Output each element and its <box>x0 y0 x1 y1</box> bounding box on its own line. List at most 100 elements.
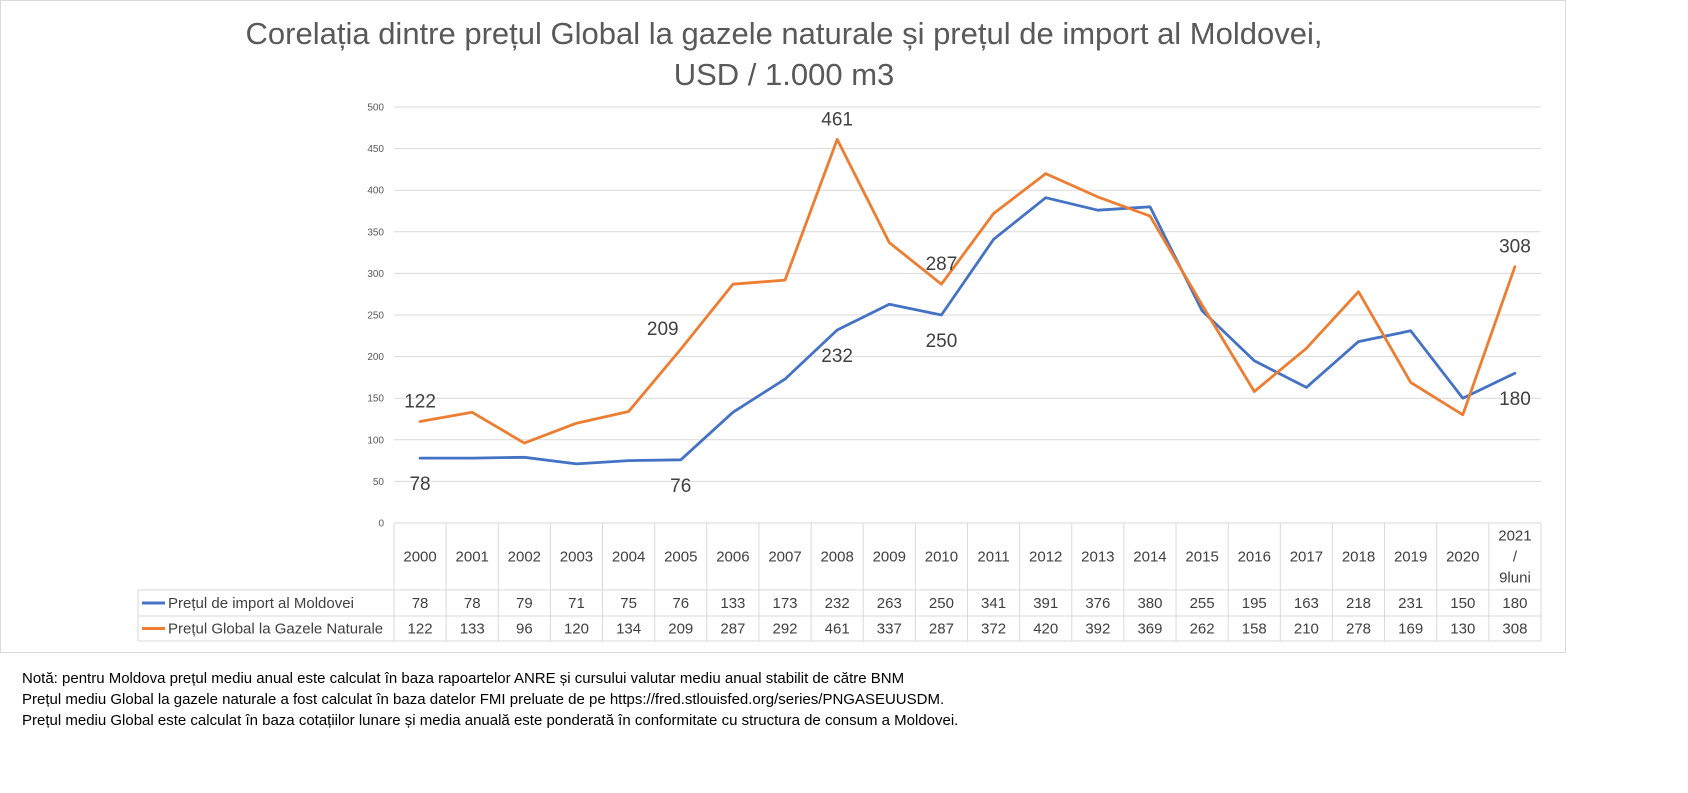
table-cell: 122 <box>408 621 433 638</box>
table-cell: 163 <box>1294 595 1319 612</box>
category-label: 2008 <box>820 549 853 566</box>
table-cell: 287 <box>929 621 954 638</box>
category-label: 2018 <box>1342 549 1375 566</box>
table-cell: 341 <box>981 595 1006 612</box>
table-cell: 133 <box>720 595 745 612</box>
category-label: 2009 <box>873 549 906 566</box>
data-labels: 78 76 232 250 180 122 209 461 287 308 <box>404 109 1531 496</box>
y-tick-label: 150 <box>367 394 384 405</box>
series-line-0 <box>418 196 1517 466</box>
y-tick-label: 500 <box>367 103 384 114</box>
table-cell: 308 <box>1502 621 1527 638</box>
table-cell: 130 <box>1450 621 1475 638</box>
gridlines <box>394 106 1541 524</box>
table-cell: 461 <box>825 621 850 638</box>
category-label: 9luni <box>1499 570 1531 587</box>
y-tick-label: 350 <box>367 227 384 238</box>
table-cell: 231 <box>1398 595 1423 612</box>
table-cell: 180 <box>1502 595 1527 612</box>
table-cell: 96 <box>516 621 533 638</box>
data-label: 287 <box>926 254 958 275</box>
data-label: 250 <box>926 331 958 352</box>
footnote-line: Prețul mediu Global este calculat în baz… <box>22 712 959 729</box>
table-cell: 150 <box>1450 595 1475 612</box>
table-cell: 195 <box>1242 595 1267 612</box>
table-cell: 372 <box>981 621 1006 638</box>
line-chart: Corelația dintre prețul Global la gazele… <box>137 16 1542 642</box>
table-cell: 250 <box>929 595 954 612</box>
chart-title-line-2: USD / 1.000 m3 <box>674 57 895 92</box>
category-label: 2016 <box>1238 549 1271 566</box>
category-label: 2017 <box>1290 549 1323 566</box>
table-cell: 218 <box>1346 595 1371 612</box>
table-cell: 376 <box>1085 595 1110 612</box>
table-cell: 134 <box>616 621 641 638</box>
category-label: 2000 <box>403 549 436 566</box>
category-label: 2003 <box>560 549 593 566</box>
data-label: 180 <box>1499 389 1531 410</box>
data-label: 308 <box>1499 237 1531 258</box>
data-table: 2000 2001 2002 2003 2004 2005 2006 2007 2008 2009… <box>137 523 1542 642</box>
table-cell: 71 <box>568 595 585 612</box>
footnote-line: Prețul mediu Global la gazele naturale a… <box>22 691 945 708</box>
data-label: 76 <box>670 476 691 497</box>
category-label: 2001 <box>456 549 489 566</box>
y-tick-label: 50 <box>373 477 385 488</box>
y-tick-label: 0 <box>378 519 384 530</box>
footnotes: Notă: pentru Moldova prețul mediu anual … <box>22 668 958 731</box>
table-cell: 79 <box>516 595 533 612</box>
category-label: 2012 <box>1029 549 1062 566</box>
category-label: 2020 <box>1446 549 1479 566</box>
category-label: 2015 <box>1185 549 1218 566</box>
table-cell: 158 <box>1242 621 1267 638</box>
category-label: 2004 <box>612 549 645 566</box>
category-label: 2010 <box>925 549 958 566</box>
category-label: 2005 <box>664 549 697 566</box>
table-cell: 133 <box>460 621 485 638</box>
category-label: / <box>1513 549 1518 566</box>
table-cell: 337 <box>877 621 902 638</box>
y-tick-label: 300 <box>367 269 384 280</box>
table-cell: 210 <box>1294 621 1319 638</box>
data-label: 122 <box>404 391 436 412</box>
category-label: 2002 <box>508 549 541 566</box>
table-cell: 292 <box>773 621 798 638</box>
table-cell: 75 <box>620 595 637 612</box>
category-label: 2013 <box>1081 549 1114 566</box>
table-cell: 173 <box>773 595 798 612</box>
category-label: 2006 <box>716 549 749 566</box>
table-cell: 380 <box>1137 595 1162 612</box>
table-cell: 420 <box>1033 621 1058 638</box>
y-tick-label: 400 <box>367 186 384 197</box>
table-cell: 209 <box>668 621 693 638</box>
table-cell: 76 <box>672 595 689 612</box>
table-cell: 392 <box>1085 621 1110 638</box>
y-tick-label: 450 <box>367 144 384 155</box>
data-label: 461 <box>821 109 853 130</box>
footnote-line: Notă: pentru Moldova prețul mediu anual … <box>22 670 905 687</box>
table-cell: 278 <box>1346 621 1371 638</box>
series-line-1 <box>418 137 1517 445</box>
category-label: 2014 <box>1133 549 1166 566</box>
y-tick-label: 100 <box>367 435 384 446</box>
chart-title-line-1: Corelația dintre prețul Global la gazele… <box>246 16 1323 51</box>
y-axis-ticks: 0 50 100 150 200 250 300 350 400 450 500 <box>367 103 384 530</box>
y-tick-label: 250 <box>367 311 384 322</box>
data-label: 78 <box>409 474 430 495</box>
legend-label: Prețul Global la Gazele Naturale <box>168 621 383 638</box>
y-tick-label: 200 <box>367 352 384 363</box>
series-lines <box>418 137 1517 466</box>
category-label: 2007 <box>768 549 801 566</box>
legend-label: Prețul de import al Moldovei <box>168 595 354 612</box>
category-label: 2011 <box>977 549 1009 566</box>
table-cell: 287 <box>720 621 745 638</box>
table-cell: 120 <box>564 621 589 638</box>
chart-frame: Corelația dintre prețul Global la gazele… <box>0 0 1566 653</box>
category-label: 2019 <box>1394 549 1427 566</box>
table-cell: 169 <box>1398 621 1423 638</box>
table-cell: 369 <box>1137 621 1162 638</box>
table-cell: 263 <box>877 595 902 612</box>
data-label: 209 <box>647 319 679 340</box>
table-cell: 391 <box>1033 595 1058 612</box>
table-cell: 78 <box>412 595 429 612</box>
